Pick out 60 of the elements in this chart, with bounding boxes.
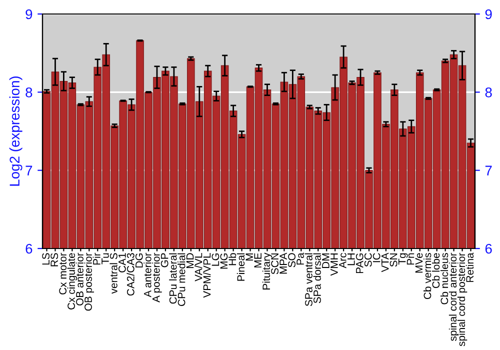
x-tick-label: LG	[212, 253, 220, 266]
x-tick-label: PAG	[356, 253, 364, 274]
x-tick-label: Cx cingulate	[67, 253, 78, 310]
y-tick-label: 7	[26, 166, 32, 176]
x-tick-label: SPa ventral	[304, 253, 312, 306]
x-tick-label: OB posterior	[84, 252, 94, 311]
y-tick-label: 8	[26, 88, 32, 98]
x-tick-label: Cb nucleus	[440, 253, 448, 304]
y-axis-title: Log2 (expression)	[9, 76, 22, 186]
x-tick-label: Pir	[92, 252, 100, 265]
x-tick-label: MG	[220, 253, 228, 269]
x-tick-label: spinal cord posterior	[457, 252, 468, 346]
x-tick-label: M	[246, 254, 253, 260]
x-tick-label: IC	[372, 253, 380, 262]
x-tick-label: SC	[364, 253, 372, 267]
x-tick-label: Tg	[398, 253, 408, 265]
x-tick-label: CA2/CA3	[126, 253, 134, 296]
x-tick-label: SPa dorsal	[313, 253, 321, 304]
x-tick-label: MPA	[280, 252, 287, 274]
x-tick-label: ME	[254, 253, 262, 268]
x-tick-label: Pineal	[236, 253, 245, 281]
x-tick-label: MD	[186, 253, 194, 268]
x-tick-label: MVe	[415, 253, 423, 273]
x-tick-label: Arc	[339, 252, 346, 268]
x-tick-label: Pn	[406, 253, 414, 265]
x-tick-label: CPu medial	[178, 253, 186, 306]
x-tick-label: Tu	[102, 253, 109, 264]
y-tick-label: 9	[26, 9, 32, 20]
y2-tick-label: 9	[485, 9, 492, 20]
x-tick-label: LH	[348, 254, 355, 266]
x-tick-label: VTA	[381, 252, 389, 272]
y2-tick-label: 8	[485, 88, 492, 98]
y-tick-label: 6	[26, 244, 32, 254]
x-tick-label: SN	[390, 254, 398, 267]
x-tick-label: GP	[160, 253, 168, 268]
x-tick-label: SCN	[271, 254, 279, 274]
x-tick-label: Cb vermis	[424, 253, 432, 300]
x-tick-label: RS	[50, 253, 58, 266]
x-tick-label: Pa	[296, 252, 304, 265]
x-tick-label: A posterior	[152, 252, 162, 302]
y2-tick-label: 6	[485, 244, 492, 254]
x-tick-label: SO	[288, 253, 296, 268]
x-tick-label: LS	[42, 253, 50, 265]
y2-tick-label: 7	[485, 166, 492, 176]
x-tick-label: A anterior	[144, 252, 152, 298]
x-tick-label: CPu lateral	[169, 253, 177, 304]
x-tick-label: VA/VL	[194, 253, 202, 282]
x-tick-label: Cb lobe	[432, 253, 440, 288]
x-tick-label: CA1	[118, 253, 126, 272]
x-tick-label: Pituitary	[262, 252, 272, 290]
x-tick-label: VMH	[330, 254, 338, 276]
x-tick-label: DM	[322, 254, 330, 268]
x-tick-label: OB anterior	[76, 252, 84, 306]
x-tick-label: VPM/VPL	[203, 253, 211, 298]
x-tick-label: DG	[135, 253, 143, 268]
x-tick-label: spinal cord anterior	[448, 252, 459, 341]
x-tick-label: Cx motor	[59, 252, 66, 294]
x-tick-label: Hb	[228, 253, 236, 266]
x-tick-label: Retina	[466, 252, 474, 282]
x-tick-label: ventral S	[110, 253, 118, 294]
